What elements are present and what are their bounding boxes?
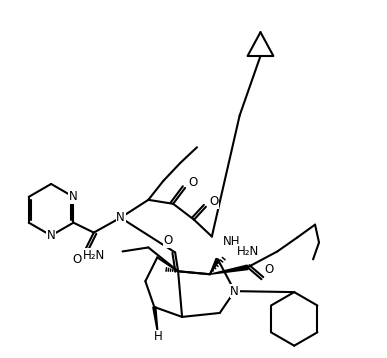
Text: N: N xyxy=(69,190,78,203)
Text: O: O xyxy=(209,195,219,208)
Polygon shape xyxy=(210,258,219,274)
Text: O: O xyxy=(72,253,82,266)
Text: O: O xyxy=(188,176,198,189)
Text: N: N xyxy=(47,229,55,242)
Text: H₂N: H₂N xyxy=(237,245,259,258)
Text: O: O xyxy=(265,263,274,276)
Polygon shape xyxy=(210,265,248,274)
Text: N: N xyxy=(230,285,239,297)
Text: O: O xyxy=(164,234,173,247)
Text: H: H xyxy=(154,330,163,343)
Text: H₂N: H₂N xyxy=(82,249,105,262)
Text: N: N xyxy=(116,211,125,224)
Polygon shape xyxy=(153,307,158,337)
Text: NH: NH xyxy=(223,235,240,248)
